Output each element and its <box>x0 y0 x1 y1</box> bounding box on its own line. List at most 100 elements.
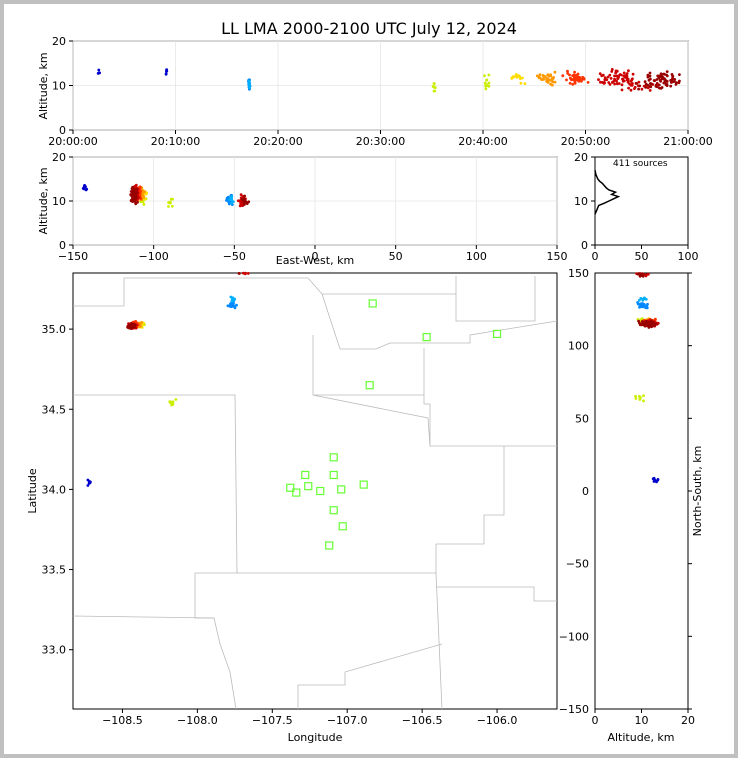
source-point <box>546 78 550 82</box>
source-point <box>639 297 643 300</box>
source-point <box>174 398 178 401</box>
source-point <box>678 73 681 76</box>
source-point <box>231 200 235 204</box>
source-point <box>519 81 523 85</box>
source-point <box>136 200 139 204</box>
source-point <box>613 74 616 78</box>
source-point <box>575 74 579 77</box>
source-point <box>242 199 246 203</box>
time-axis-tick-label: 20:00:00 <box>48 135 97 148</box>
source-point <box>432 82 436 85</box>
source-point <box>97 68 101 72</box>
source-point <box>644 297 648 301</box>
time-axis-tick-label: 20:10:00 <box>151 135 200 148</box>
source-point <box>651 323 655 327</box>
ns-axis-tick-label: 150 <box>568 267 589 280</box>
source-point <box>235 303 238 307</box>
ns-alt-axis-tick-label: 20 <box>681 714 695 727</box>
hist-count-axis-tick-label: 50 <box>635 250 649 263</box>
station-marker <box>286 483 295 492</box>
source-point <box>610 70 614 73</box>
hist-count-axis-tick-label: 0 <box>592 250 599 263</box>
time-height-alt-axis-tick-label: 0 <box>59 124 66 137</box>
source-point <box>140 321 144 324</box>
source-point <box>648 74 652 78</box>
source-point <box>243 194 247 198</box>
station-marker <box>492 329 502 339</box>
source-point <box>243 203 246 206</box>
source-point <box>646 83 650 87</box>
station-marker <box>338 522 347 531</box>
station-marker <box>292 488 301 497</box>
time-axis-tick-label: 20:20:00 <box>253 135 302 148</box>
source-point <box>670 81 673 84</box>
source-point <box>553 70 557 74</box>
source-point <box>96 72 100 75</box>
time-axis-tick-label: 20:50:00 <box>561 135 610 148</box>
lma-figure: LL LMA 2000-2100 UTC July 12, 2024 Altit… <box>26 19 713 744</box>
source-point <box>616 77 620 80</box>
source-point <box>568 81 572 85</box>
ns-axis-tick-label: 0 <box>582 485 589 498</box>
source-point <box>640 87 644 91</box>
source-point <box>640 317 644 320</box>
source-point <box>239 193 243 197</box>
source-point <box>246 272 250 275</box>
source-point <box>142 203 146 206</box>
source-point <box>580 78 583 82</box>
ns-height-panel <box>594 272 689 710</box>
source-point <box>565 78 568 82</box>
source-point <box>635 82 638 85</box>
ns-height-ylabel: North-South, km <box>691 446 704 537</box>
source-point <box>654 322 658 326</box>
hist-alt-axis-tick-label: 10 <box>574 195 588 208</box>
ew-alt-axis-tick-label: 10 <box>52 195 66 208</box>
source-point <box>483 74 486 78</box>
source-point <box>613 77 616 81</box>
longitude-axis-tick-label: −106.0 <box>477 714 518 727</box>
source-point <box>245 202 249 206</box>
source-point <box>573 70 576 74</box>
source-point <box>512 75 516 79</box>
source-point <box>675 81 678 85</box>
figure-frame: LL LMA 2000-2100 UTC July 12, 2024 Altit… <box>4 4 734 754</box>
source-point <box>131 185 134 189</box>
source-point <box>521 76 524 80</box>
time-axis-tick-label: 21:00:00 <box>663 135 712 148</box>
source-point <box>510 77 514 80</box>
ew-axis-tick-label: 150 <box>547 250 568 263</box>
source-point <box>640 320 644 323</box>
source-point <box>654 317 657 321</box>
source-point <box>638 305 641 309</box>
source-point <box>598 72 602 75</box>
source-point <box>602 81 606 84</box>
plan-xlabel: Longitude <box>288 731 343 744</box>
station-marker <box>304 482 313 491</box>
source-point <box>570 78 573 82</box>
source-point <box>642 399 645 403</box>
ew-alt-axis-tick-label: 20 <box>52 151 66 164</box>
county-boundaries <box>72 276 558 710</box>
source-point <box>170 204 174 208</box>
source-point <box>649 85 653 89</box>
source-point <box>606 75 610 79</box>
ew-axis-tick-label: −50 <box>223 250 246 263</box>
source-point <box>571 82 575 86</box>
source-point <box>232 299 236 303</box>
ew-axis-tick-label: 0 <box>312 250 319 263</box>
source-point <box>599 80 602 84</box>
source-point <box>240 197 244 201</box>
source-point <box>658 86 661 90</box>
source-point <box>86 478 90 482</box>
source-point <box>645 304 649 308</box>
source-point <box>561 74 565 78</box>
source-point <box>664 83 668 86</box>
source-point <box>236 199 240 203</box>
station-marker <box>329 506 338 515</box>
source-point <box>607 81 611 84</box>
source-point <box>615 79 618 83</box>
source-point <box>140 191 144 195</box>
source-point <box>229 295 233 299</box>
source-point <box>133 194 137 198</box>
source-point <box>641 298 645 302</box>
